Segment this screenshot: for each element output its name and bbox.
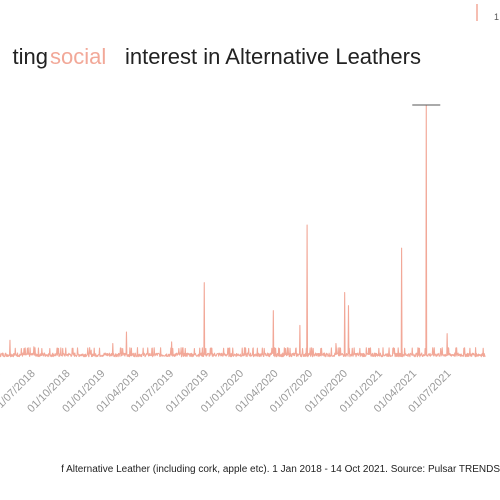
legend-label: 1 bbox=[494, 12, 499, 22]
series-line-0 bbox=[0, 104, 486, 358]
title-text-highlight: social bbox=[50, 44, 107, 69]
series-layer bbox=[0, 104, 486, 358]
chart-title: ting social interest in Alternative Leat… bbox=[0, 40, 500, 74]
title-text-start: ting bbox=[12, 44, 48, 69]
x-axis-tick-labels: 01/04/201801/07/201801/10/201801/01/2019… bbox=[0, 368, 454, 415]
chart-caption: f Alternative Leather (including cork, a… bbox=[0, 462, 500, 478]
legend: 1 bbox=[476, 4, 499, 22]
title-text-end: interest in Alternative Leathers bbox=[125, 44, 421, 69]
caption-text: f Alternative Leather (including cork, a… bbox=[61, 464, 500, 475]
